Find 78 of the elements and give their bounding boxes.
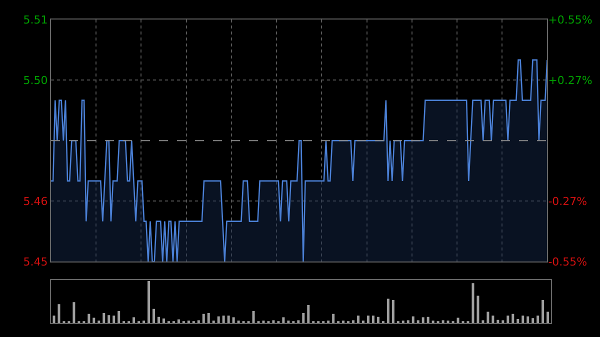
- bar: [207, 313, 210, 324]
- bar: [327, 320, 330, 324]
- y-tick-label: 5.46: [23, 194, 48, 208]
- bar: [108, 315, 110, 324]
- bar: [72, 302, 76, 324]
- bar: [297, 320, 300, 324]
- bar: [212, 320, 215, 324]
- bar: [442, 320, 444, 324]
- bar: [177, 319, 180, 324]
- bar: [526, 316, 530, 324]
- bar: [502, 320, 504, 324]
- bar: [422, 317, 424, 324]
- bar: [162, 318, 165, 324]
- bar: [252, 310, 255, 324]
- bar: [202, 314, 205, 324]
- bar: [542, 300, 544, 324]
- bar: [386, 298, 390, 324]
- bar: [287, 320, 290, 324]
- bar: [157, 316, 160, 324]
- bar: [476, 296, 480, 324]
- bar: [456, 318, 460, 324]
- bar: [118, 310, 120, 324]
- bar: [532, 318, 534, 324]
- bar: [362, 320, 364, 324]
- bar: [406, 320, 410, 324]
- bar: [262, 320, 265, 324]
- bar: [486, 312, 490, 324]
- bar: [227, 316, 230, 324]
- bar: [536, 316, 540, 324]
- bar: [112, 316, 116, 324]
- bar: [302, 313, 305, 324]
- bar: [416, 320, 420, 324]
- bar: [98, 320, 100, 324]
- bar: [58, 304, 60, 324]
- bar: [446, 320, 450, 324]
- bar: [92, 318, 96, 324]
- bar: [197, 320, 200, 324]
- y2-tick-label: +0.55%: [548, 13, 592, 26]
- y2-tick-label: -0.27%: [548, 194, 588, 208]
- bar: [366, 316, 370, 324]
- y-tick-label: 5.50: [23, 74, 48, 87]
- bar: [352, 320, 355, 324]
- bar: [426, 316, 430, 324]
- y-tick-label: 5.51: [23, 13, 48, 26]
- bar: [152, 308, 155, 324]
- bar: [482, 320, 484, 324]
- bar: [272, 320, 275, 324]
- bar: [342, 320, 345, 324]
- bar: [432, 320, 434, 324]
- bar: [472, 283, 474, 324]
- bar: [332, 314, 335, 324]
- bar: [357, 316, 360, 324]
- bar: [282, 317, 285, 324]
- bar: [148, 280, 150, 324]
- bar: [187, 320, 190, 324]
- bar: [102, 313, 106, 324]
- bar: [222, 316, 225, 324]
- bar: [132, 317, 136, 324]
- bar: [412, 316, 414, 324]
- y-tick-label: 5.45: [23, 255, 48, 268]
- bar: [546, 312, 550, 324]
- bar: [522, 316, 524, 324]
- bar: [492, 316, 494, 324]
- bar: [88, 314, 90, 324]
- bar: [142, 320, 146, 324]
- bar: [516, 318, 520, 324]
- bar: [512, 314, 514, 324]
- bar: [402, 320, 404, 324]
- bar: [217, 316, 220, 324]
- bar: [307, 305, 310, 324]
- bar: [392, 300, 394, 324]
- y2-tick-label: -0.55%: [548, 255, 588, 268]
- bar: [232, 317, 235, 324]
- bar: [372, 316, 374, 324]
- bar: [237, 320, 240, 324]
- y2-tick-label: +0.27%: [548, 74, 592, 88]
- bar: [376, 316, 380, 324]
- bar: [506, 316, 510, 324]
